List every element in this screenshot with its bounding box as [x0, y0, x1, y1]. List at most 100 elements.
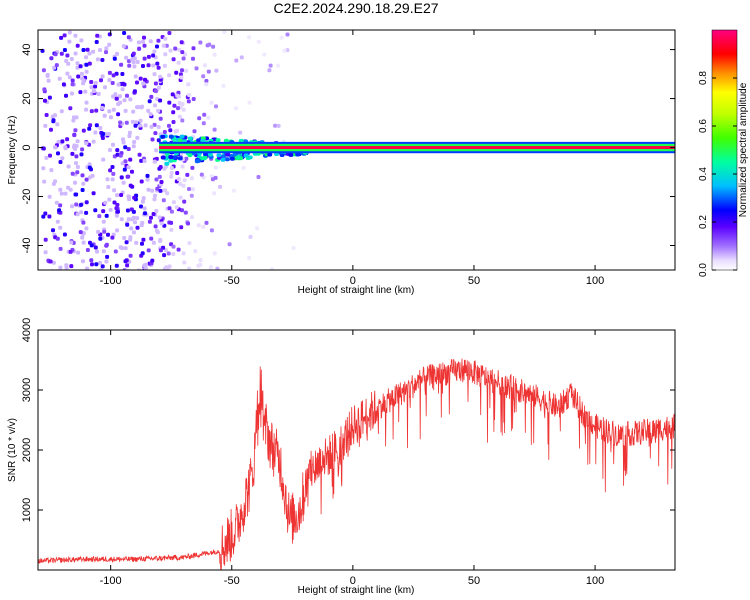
heat-cell	[65, 53, 70, 58]
heat-cell	[130, 169, 134, 174]
heat-cell	[139, 179, 144, 184]
heat-cell	[171, 110, 176, 115]
heat-cell	[75, 170, 80, 175]
heat-cell	[170, 92, 175, 97]
heat-cell	[211, 44, 216, 49]
heat-cell	[118, 120, 123, 125]
heat-cell	[191, 56, 195, 61]
heat-cell	[213, 165, 218, 170]
heat-cell	[153, 81, 158, 86]
heat-cell	[113, 249, 118, 254]
heat-cell	[64, 263, 69, 268]
heat-cell	[70, 204, 74, 209]
heat-cell	[196, 138, 202, 143]
heat-cell	[169, 171, 174, 175]
heat-cell	[126, 217, 131, 222]
heat-cell	[106, 185, 111, 189]
heat-cell	[187, 153, 193, 158]
heat-cell	[132, 140, 137, 144]
heat-cell	[128, 157, 133, 162]
heat-cell	[102, 229, 107, 234]
y-tick-label: 2000	[21, 438, 33, 462]
heat-cell	[106, 132, 111, 136]
heat-cell	[233, 106, 238, 111]
heat-cell	[236, 155, 241, 160]
heat-cell	[84, 107, 89, 112]
spectrogram-panel: -100 -50 0 50 100 -40 -20 0 20 40 Height of stra…	[7, 29, 676, 296]
heat-cell	[41, 166, 46, 171]
heat-cell	[79, 38, 84, 43]
heat-cell	[139, 204, 143, 209]
heat-cell	[179, 40, 184, 45]
snr-series-line	[38, 358, 675, 570]
heat-cell	[101, 131, 106, 136]
heat-cell	[131, 209, 136, 214]
heat-cell	[56, 140, 61, 144]
heat-cell	[135, 105, 140, 110]
heat-cell	[43, 250, 48, 255]
heat-cell	[46, 78, 51, 83]
heat-cell	[111, 73, 116, 78]
heat-cell	[132, 64, 137, 69]
x-tick-label: 0	[350, 275, 356, 287]
heat-cell	[81, 181, 86, 186]
heat-cell	[167, 100, 172, 105]
heat-cell	[119, 62, 124, 67]
heat-cell	[133, 220, 137, 225]
heat-cell	[208, 265, 213, 270]
heat-cell	[202, 112, 207, 117]
heat-cell	[84, 55, 88, 60]
heat-cell	[127, 63, 132, 68]
heat-cell	[159, 221, 164, 226]
heat-cell	[68, 249, 73, 254]
heat-cell	[149, 215, 153, 220]
spectrogram-frame	[37, 29, 676, 271]
heat-cell	[81, 128, 86, 133]
heat-cell	[146, 187, 151, 192]
heat-cell	[87, 51, 92, 56]
heat-cell	[80, 173, 85, 178]
heat-cell	[158, 238, 163, 242]
heat-cell	[93, 245, 98, 250]
heat-cell	[100, 74, 105, 79]
snr-x-ticks: -100 -50 0 50 100	[100, 330, 604, 587]
heat-cell	[87, 162, 92, 167]
heat-cell	[112, 188, 117, 193]
heat-cell	[73, 33, 78, 38]
heat-cell	[53, 145, 58, 150]
heat-cell	[171, 252, 176, 256]
heat-cell	[79, 210, 84, 215]
heat-cell	[177, 138, 183, 143]
heat-cell	[98, 48, 102, 52]
heat-cell	[91, 191, 96, 196]
heat-cell	[106, 232, 110, 237]
heat-cell	[139, 158, 144, 163]
y-tick-label: 20	[21, 92, 33, 104]
heat-cell	[84, 177, 89, 182]
heat-cell	[114, 71, 119, 76]
heat-cell	[201, 74, 206, 79]
heat-cell	[126, 165, 131, 170]
heat-cell	[209, 100, 214, 105]
heat-cell	[171, 120, 176, 124]
heat-cell	[176, 177, 181, 182]
heat-cell	[221, 83, 226, 88]
heat-cell	[81, 259, 85, 264]
heat-cell	[100, 105, 105, 110]
heat-cell	[100, 264, 105, 269]
heat-cell	[63, 145, 68, 150]
heat-cell	[47, 194, 52, 199]
heat-cell	[132, 230, 136, 235]
heat-cell	[57, 208, 62, 213]
heat-cell	[181, 251, 186, 256]
heat-cell	[187, 266, 192, 270]
heat-cell	[285, 32, 290, 37]
heat-cell	[273, 123, 278, 128]
heat-cell	[186, 82, 191, 87]
heat-cell	[105, 177, 110, 182]
heat-cell	[180, 118, 185, 123]
heat-cell	[126, 35, 131, 40]
heat-cell	[184, 68, 189, 73]
heat-cell	[151, 212, 156, 216]
